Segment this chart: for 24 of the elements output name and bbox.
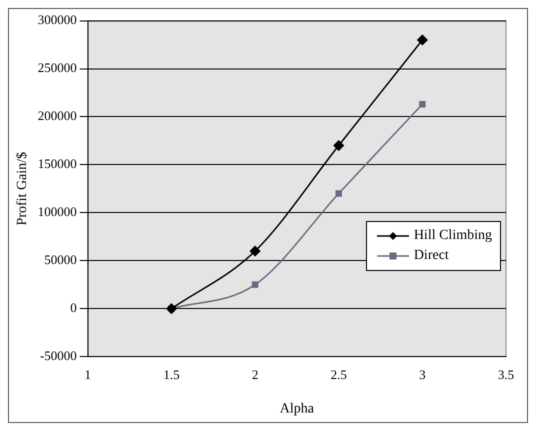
x-tick-label: 3.5 <box>498 366 514 382</box>
x-axis-title: Alpha <box>280 401 315 416</box>
y-tick-label: 250000 <box>38 60 77 76</box>
y-tick-label: 150000 <box>38 156 77 172</box>
y-axis-title: Profit Gain/$ <box>15 152 30 226</box>
y-tick-label: 0 <box>70 300 77 316</box>
x-tick-label: 1 <box>84 366 92 382</box>
y-tick-label: 300000 <box>38 12 77 28</box>
legend-label: Direct <box>414 247 449 266</box>
x-tick-label: 1.5 <box>163 366 180 382</box>
point <box>252 281 258 288</box>
point <box>250 246 260 256</box>
x-tick-label: 2 <box>252 366 258 382</box>
legend-label: Hill Climbing <box>414 227 492 246</box>
x-tick-label: 2.5 <box>330 366 347 382</box>
point <box>335 190 342 197</box>
y-tick-label: 100000 <box>38 204 77 220</box>
point <box>333 140 344 151</box>
point <box>417 34 428 46</box>
y-tick-label: 200000 <box>38 108 77 124</box>
x-tick-label: 3 <box>419 366 426 382</box>
y-tick-label: -50000 <box>40 348 77 364</box>
y-tick-label: 50000 <box>44 252 77 268</box>
point <box>419 101 426 108</box>
